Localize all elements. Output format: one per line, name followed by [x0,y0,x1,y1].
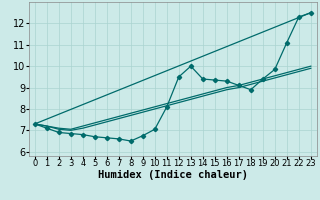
X-axis label: Humidex (Indice chaleur): Humidex (Indice chaleur) [98,170,248,180]
